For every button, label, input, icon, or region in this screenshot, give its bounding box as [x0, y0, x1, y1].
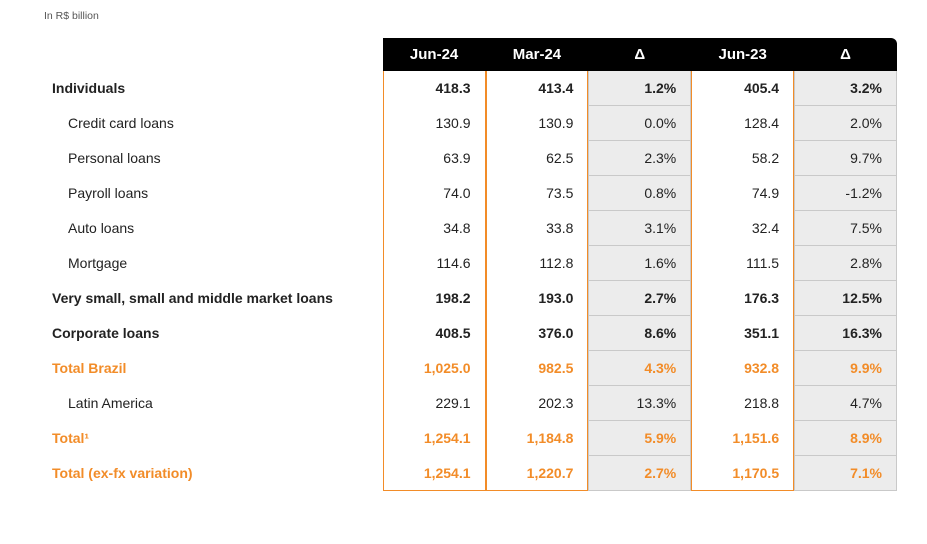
table-header-row: Jun-24Mar-24ΔJun-23Δ [44, 38, 897, 71]
delta-cell: 9.7% [794, 140, 897, 175]
delta-cell: 2.7% [588, 280, 691, 315]
column-header: Mar-24 [486, 38, 589, 71]
row-label: Individuals [44, 71, 383, 105]
delta-cell: 13.3% [588, 385, 691, 420]
delta-cell: -1.2% [794, 175, 897, 210]
delta-cell: 5.9% [588, 420, 691, 455]
delta-cell: 1.2% [588, 71, 691, 105]
delta-cell: 8.6% [588, 315, 691, 350]
value-cell: 405.4 [691, 71, 794, 105]
value-cell: 418.3 [383, 71, 486, 105]
value-cell: 1,025.0 [383, 350, 486, 385]
delta-cell: 2.8% [794, 245, 897, 280]
value-cell: 932.8 [691, 350, 794, 385]
table-row: Personal loans63.962.52.3%58.29.7% [44, 140, 897, 175]
header-empty [44, 38, 383, 71]
table-body: Individuals418.3413.41.2%405.43.2%Credit… [44, 71, 897, 491]
table-row: Latin America229.1202.313.3%218.84.7% [44, 385, 897, 420]
value-cell: 130.9 [383, 105, 486, 140]
value-cell: 62.5 [486, 140, 589, 175]
value-cell: 202.3 [486, 385, 589, 420]
value-cell: 198.2 [383, 280, 486, 315]
delta-cell: 2.3% [588, 140, 691, 175]
value-cell: 176.3 [691, 280, 794, 315]
delta-cell: 3.1% [588, 210, 691, 245]
delta-cell: 7.1% [794, 455, 897, 491]
delta-cell: 16.3% [794, 315, 897, 350]
table-row: Total¹1,254.11,184.85.9%1,151.68.9% [44, 420, 897, 455]
value-cell: 112.8 [486, 245, 589, 280]
value-cell: 111.5 [691, 245, 794, 280]
value-cell: 376.0 [486, 315, 589, 350]
row-label: Total Brazil [44, 350, 383, 385]
table-row: Mortgage114.6112.81.6%111.52.8% [44, 245, 897, 280]
value-cell: 982.5 [486, 350, 589, 385]
value-cell: 1,254.1 [383, 455, 486, 491]
value-cell: 33.8 [486, 210, 589, 245]
value-cell: 58.2 [691, 140, 794, 175]
value-cell: 351.1 [691, 315, 794, 350]
table-row: Individuals418.3413.41.2%405.43.2% [44, 71, 897, 105]
row-label: Total¹ [44, 420, 383, 455]
delta-cell: 9.9% [794, 350, 897, 385]
value-cell: 74.9 [691, 175, 794, 210]
row-label: Latin America [44, 385, 383, 420]
delta-cell: 4.7% [794, 385, 897, 420]
loan-table: Jun-24Mar-24ΔJun-23Δ Individuals418.3413… [44, 38, 897, 491]
delta-cell: 3.2% [794, 71, 897, 105]
table-row: Total (ex-fx variation)1,254.11,220.72.7… [44, 455, 897, 491]
value-cell: 73.5 [486, 175, 589, 210]
value-cell: 130.9 [486, 105, 589, 140]
value-cell: 128.4 [691, 105, 794, 140]
value-cell: 74.0 [383, 175, 486, 210]
delta-cell: 12.5% [794, 280, 897, 315]
delta-cell: 8.9% [794, 420, 897, 455]
value-cell: 63.9 [383, 140, 486, 175]
table-row: Payroll loans74.073.50.8%74.9-1.2% [44, 175, 897, 210]
value-cell: 218.8 [691, 385, 794, 420]
row-label: Payroll loans [44, 175, 383, 210]
unit-label: In R$ billion [44, 10, 897, 22]
delta-cell: 0.0% [588, 105, 691, 140]
row-label: Credit card loans [44, 105, 383, 140]
row-label: Total (ex-fx variation) [44, 455, 383, 491]
value-cell: 229.1 [383, 385, 486, 420]
column-header: Jun-23 [691, 38, 794, 71]
delta-cell: 7.5% [794, 210, 897, 245]
value-cell: 408.5 [383, 315, 486, 350]
table-row: Auto loans34.833.83.1%32.47.5% [44, 210, 897, 245]
delta-cell: 4.3% [588, 350, 691, 385]
delta-cell: 1.6% [588, 245, 691, 280]
value-cell: 114.6 [383, 245, 486, 280]
value-cell: 1,184.8 [486, 420, 589, 455]
value-cell: 1,170.5 [691, 455, 794, 491]
row-label: Personal loans [44, 140, 383, 175]
row-label: Corporate loans [44, 315, 383, 350]
table-row: Corporate loans408.5376.08.6%351.116.3% [44, 315, 897, 350]
column-header: Δ [588, 38, 691, 71]
value-cell: 1,254.1 [383, 420, 486, 455]
table-row: Credit card loans130.9130.90.0%128.42.0% [44, 105, 897, 140]
value-cell: 34.8 [383, 210, 486, 245]
row-label: Mortgage [44, 245, 383, 280]
value-cell: 413.4 [486, 71, 589, 105]
value-cell: 32.4 [691, 210, 794, 245]
table-row: Total Brazil1,025.0982.54.3%932.89.9% [44, 350, 897, 385]
row-label: Very small, small and middle market loan… [44, 280, 383, 315]
value-cell: 193.0 [486, 280, 589, 315]
row-label: Auto loans [44, 210, 383, 245]
value-cell: 1,220.7 [486, 455, 589, 491]
delta-cell: 0.8% [588, 175, 691, 210]
column-header: Jun-24 [383, 38, 486, 71]
table-row: Very small, small and middle market loan… [44, 280, 897, 315]
delta-cell: 2.0% [794, 105, 897, 140]
value-cell: 1,151.6 [691, 420, 794, 455]
delta-cell: 2.7% [588, 455, 691, 491]
column-header: Δ [794, 38, 897, 71]
